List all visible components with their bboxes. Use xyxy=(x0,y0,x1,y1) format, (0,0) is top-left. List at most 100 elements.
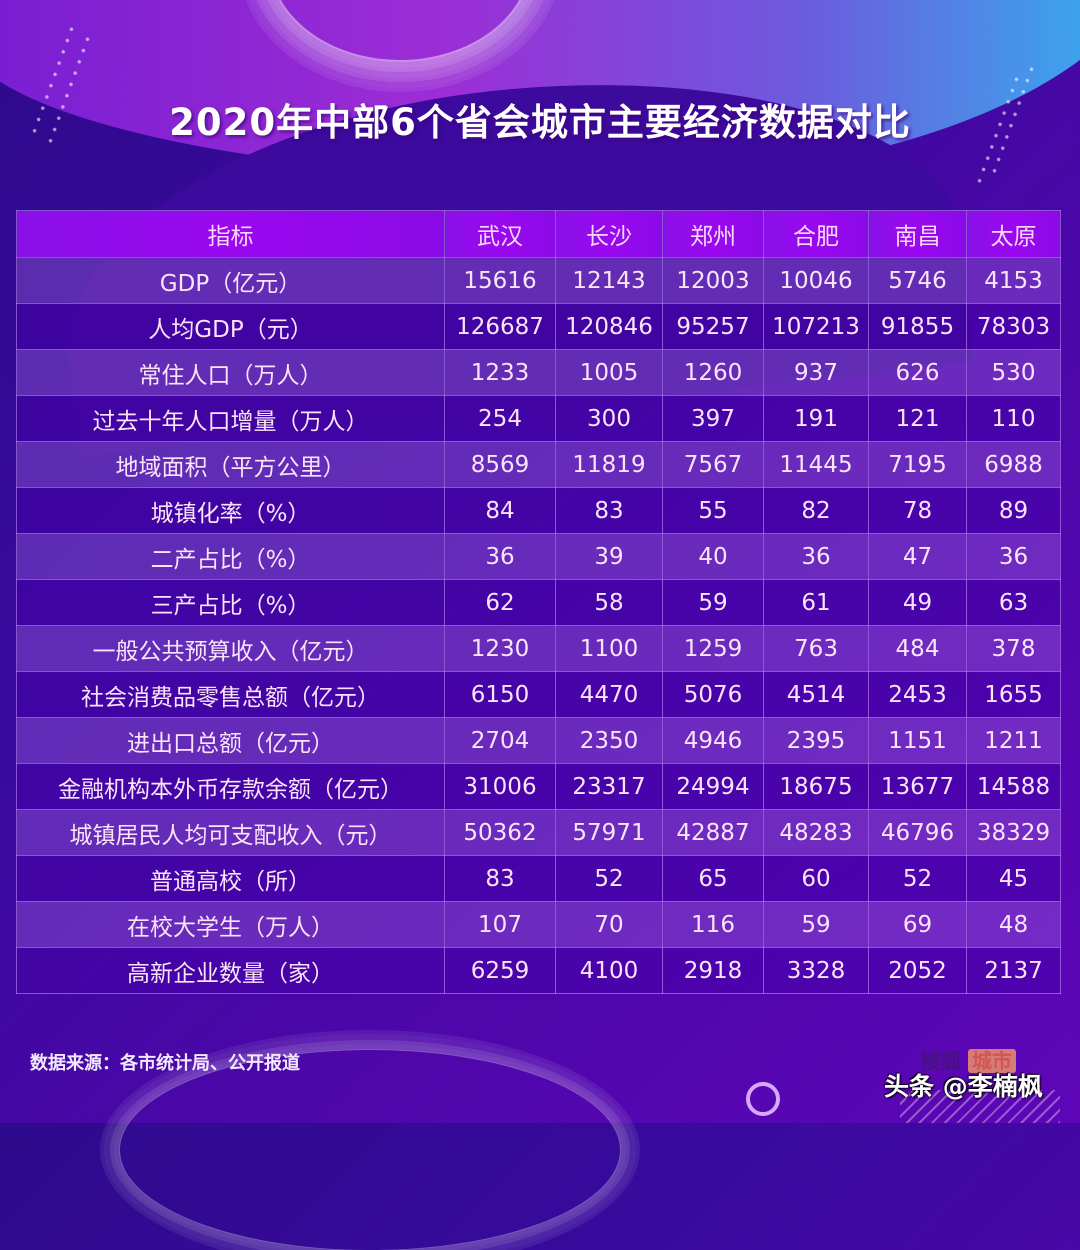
value-cell: 63 xyxy=(966,579,1061,626)
value-cell: 7195 xyxy=(868,441,967,488)
row-label-cell: 城镇居民人均可支配收入（元） xyxy=(16,809,445,856)
value-cell: 46796 xyxy=(868,809,967,856)
row-label-cell: 高新企业数量（家） xyxy=(16,947,445,994)
value-cell: 31006 xyxy=(444,763,556,810)
value-cell: 763 xyxy=(763,625,869,672)
table-row: 高新企业数量（家） 6259 4100 2918 3328 2052 2137 xyxy=(16,947,1061,994)
value-cell: 484 xyxy=(868,625,967,672)
table-row: 人均GDP（元） 126687 120846 95257 107213 91855 7830… xyxy=(16,303,1061,350)
value-cell: 83 xyxy=(444,855,556,902)
value-cell: 2350 xyxy=(555,717,663,764)
value-cell: 2052 xyxy=(868,947,967,994)
value-cell: 4946 xyxy=(662,717,764,764)
value-cell: 52 xyxy=(555,855,663,902)
value-cell: 1260 xyxy=(662,349,764,396)
value-cell: 40 xyxy=(662,533,764,580)
value-cell: 4153 xyxy=(966,257,1061,304)
data-source-note: 数据来源：各市统计局、公开报道 xyxy=(30,1053,300,1074)
value-cell: 530 xyxy=(966,349,1061,396)
value-cell: 59 xyxy=(662,579,764,626)
value-cell: 23317 xyxy=(555,763,663,810)
table-header-row: 指标 武汉 长沙 郑州 合肥 南昌 太原 xyxy=(16,210,1061,258)
value-cell: 58 xyxy=(555,579,663,626)
value-cell: 52 xyxy=(868,855,967,902)
value-cell: 1005 xyxy=(555,349,663,396)
value-cell: 38329 xyxy=(966,809,1061,856)
value-cell: 59 xyxy=(763,901,869,948)
value-cell: 42887 xyxy=(662,809,764,856)
value-cell: 62 xyxy=(444,579,556,626)
value-cell: 126687 xyxy=(444,303,556,350)
table-row: 二产占比（%） 36 39 40 36 47 36 xyxy=(16,533,1061,580)
value-cell: 91855 xyxy=(868,303,967,350)
value-cell: 6150 xyxy=(444,671,556,718)
value-cell: 6259 xyxy=(444,947,556,994)
row-label-cell: 三产占比（%） xyxy=(16,579,445,626)
value-cell: 14588 xyxy=(966,763,1061,810)
table-row: 过去十年人口增量（万人） 254 300 397 191 121 110 xyxy=(16,395,1061,442)
value-cell: 2704 xyxy=(444,717,556,764)
table-row: 普通高校（所） 83 52 65 60 52 45 xyxy=(16,855,1061,902)
row-label-cell: 地域面积（平方公里） xyxy=(16,441,445,488)
value-cell: 57971 xyxy=(555,809,663,856)
value-cell: 55 xyxy=(662,487,764,534)
value-cell: 1233 xyxy=(444,349,556,396)
row-label-cell: 社会消费品零售总额（亿元） xyxy=(16,671,445,718)
value-cell: 84 xyxy=(444,487,556,534)
value-cell: 11819 xyxy=(555,441,663,488)
value-cell: 1655 xyxy=(966,671,1061,718)
column-header-taiyuan: 太原 xyxy=(966,210,1061,258)
value-cell: 191 xyxy=(763,395,869,442)
value-cell: 6988 xyxy=(966,441,1061,488)
value-cell: 12143 xyxy=(555,257,663,304)
table-row: 金融机构本外币存款余额（亿元） 31006 23317 24994 18675 13677… xyxy=(16,763,1061,810)
table-row: 在校大学生（万人） 107 70 116 59 69 48 xyxy=(16,901,1061,948)
value-cell: 12003 xyxy=(662,257,764,304)
author-watermark: 头条 @李楠枫 xyxy=(884,1072,1043,1101)
row-label-cell: 城镇化率（%） xyxy=(16,487,445,534)
decorative-lines xyxy=(120,1050,620,1250)
row-label-cell: 常住人口（万人） xyxy=(16,349,445,396)
row-label-cell: 进出口总额（亿元） xyxy=(16,717,445,764)
value-cell: 121 xyxy=(868,395,967,442)
value-cell: 82 xyxy=(763,487,869,534)
value-cell: 107213 xyxy=(763,303,869,350)
value-cell: 48 xyxy=(966,901,1061,948)
value-cell: 2137 xyxy=(966,947,1061,994)
value-cell: 4100 xyxy=(555,947,663,994)
column-header-nanchang: 南昌 xyxy=(868,210,967,258)
value-cell: 61 xyxy=(763,579,869,626)
value-cell: 4514 xyxy=(763,671,869,718)
value-cell: 397 xyxy=(662,395,764,442)
value-cell: 83 xyxy=(555,487,663,534)
value-cell: 18675 xyxy=(763,763,869,810)
value-cell: 5076 xyxy=(662,671,764,718)
table-row: 城镇化率（%） 84 83 55 82 78 89 xyxy=(16,487,1061,534)
value-cell: 1230 xyxy=(444,625,556,672)
table-row: GDP（亿元） 15616 12143 12003 10046 5746 4153 xyxy=(16,257,1061,304)
value-cell: 8569 xyxy=(444,441,556,488)
column-header-zhengzhou: 郑州 xyxy=(662,210,764,258)
value-cell: 78303 xyxy=(966,303,1061,350)
table-row: 社会消费品零售总额（亿元） 6150 4470 5076 4514 2453 1655 xyxy=(16,671,1061,718)
value-cell: 107 xyxy=(444,901,556,948)
value-cell: 78 xyxy=(868,487,967,534)
row-label-cell: 在校大学生（万人） xyxy=(16,901,445,948)
value-cell: 4470 xyxy=(555,671,663,718)
table-row: 进出口总额（亿元） 2704 2350 4946 2395 1151 1211 xyxy=(16,717,1061,764)
table-row: 一般公共预算收入（亿元） 1230 1100 1259 763 484 378 xyxy=(16,625,1061,672)
value-cell: 50362 xyxy=(444,809,556,856)
value-cell: 60 xyxy=(763,855,869,902)
table-row: 地域面积（平方公里） 8569 11819 7567 11445 7195 6988 xyxy=(16,441,1061,488)
value-cell: 2395 xyxy=(763,717,869,764)
value-cell: 3328 xyxy=(763,947,869,994)
column-header-changsha: 长沙 xyxy=(555,210,663,258)
sohu-city-logo: 搜狐 城市 xyxy=(921,1045,1016,1074)
value-cell: 937 xyxy=(763,349,869,396)
row-label-cell: 人均GDP（元） xyxy=(16,303,445,350)
value-cell: 2453 xyxy=(868,671,967,718)
value-cell: 70 xyxy=(555,901,663,948)
table-row: 三产占比（%） 62 58 59 61 49 63 xyxy=(16,579,1061,626)
value-cell: 10046 xyxy=(763,257,869,304)
value-cell: 45 xyxy=(966,855,1061,902)
